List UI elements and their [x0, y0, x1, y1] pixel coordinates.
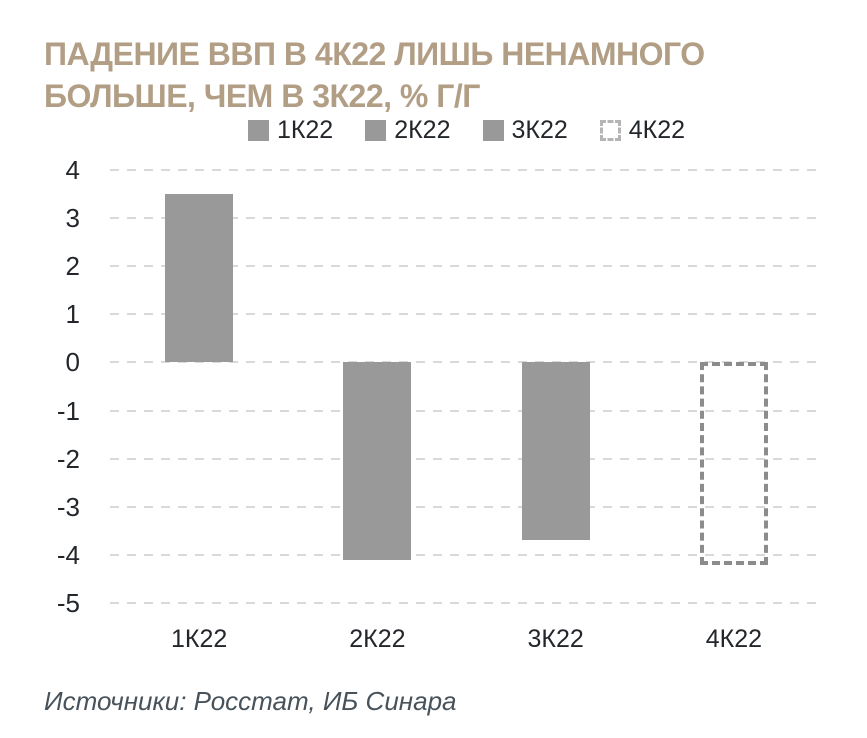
legend-marker-solid-icon: [482, 120, 504, 141]
source-line: Источники: Росстат, ИБ Синара: [44, 686, 457, 716]
y-tick-label: -2: [56, 443, 80, 474]
bar-1К22: [165, 194, 234, 363]
y-tick-label: -5: [56, 588, 80, 618]
gridline: [110, 169, 823, 171]
chart-title-line-2: БОЛЬШЕ, ЧЕМ В 3К22, % Г/Г: [44, 78, 480, 115]
x-axis: 1К22 2К22 3К22 4К22: [110, 624, 823, 658]
x-tick-label: 3К22: [527, 625, 584, 653]
y-axis: 4 3 2 1 0 -1 -2 -3 -4 -5: [20, 155, 80, 618]
legend-marker-solid-icon: [365, 120, 387, 141]
legend-marker-dashed-icon: [599, 120, 621, 141]
y-tick-label: -1: [56, 395, 80, 426]
legend-label: 4К22: [628, 116, 686, 144]
gridline: [110, 217, 823, 220]
y-tick-label: 1: [65, 299, 80, 330]
legend-label: 2К22: [394, 116, 451, 144]
chart-title-line-1: ПАДЕНИЕ ВВП В 4К22 ЛИШЬ НЕНАМНОГО: [44, 36, 705, 73]
gridline: [110, 457, 823, 460]
gridline: [110, 265, 823, 268]
legend-label: 1К22: [276, 116, 334, 144]
y-tick-label: 4: [65, 155, 80, 185]
y-tick-label: 3: [65, 203, 80, 234]
legend: 1К22 2К22 3К22 4К22: [110, 118, 823, 143]
gridline: [110, 553, 823, 556]
legend-item-4К22: 4К22: [599, 116, 686, 144]
bar-4К22: [699, 362, 768, 565]
x-tick-label: 2К22: [349, 625, 406, 653]
gridline: [110, 409, 823, 412]
bar-2К22: [343, 362, 412, 560]
gridline: [110, 361, 823, 364]
legend-label: 3К22: [511, 116, 568, 144]
y-tick-label: 2: [65, 251, 80, 282]
gridline: [110, 313, 823, 316]
legend-item-2К22: 2К22: [365, 116, 451, 144]
gridline: [110, 505, 823, 508]
bar-3К22: [521, 362, 590, 541]
plot-area: [110, 169, 823, 604]
gridline: [110, 602, 823, 604]
legend-marker-solid-icon: [247, 120, 269, 141]
legend-item-3К22: 3К22: [482, 116, 568, 144]
chart-title: ПАДЕНИЕ ВВП В 4К22 ЛИШЬ НЕНАМНОГО БОЛЬШЕ…: [44, 33, 804, 117]
y-tick-label: -3: [56, 491, 80, 522]
y-tick-label: -4: [56, 539, 80, 570]
legend-item-1К22: 1К22: [247, 116, 334, 144]
x-tick-label: 4К22: [705, 625, 763, 653]
y-tick-label: 0: [65, 347, 80, 378]
x-tick-label: 1К22: [170, 625, 228, 653]
